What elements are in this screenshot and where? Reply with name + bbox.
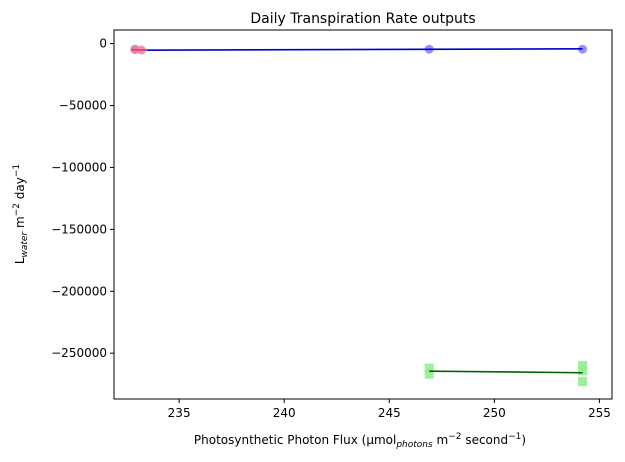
x-tick-label: 250 [483, 406, 506, 420]
y-tick-label: −150000 [51, 222, 107, 236]
chart-title: Daily Transpiration Rate outputs [250, 11, 475, 27]
y-tick-label: −50000 [59, 99, 107, 113]
x-axis-label: Photosynthetic Photon Flux (μmolphotons … [194, 432, 526, 450]
data-point [424, 369, 434, 379]
x-tick-label: 235 [168, 406, 191, 420]
x-tick-label: 245 [378, 406, 401, 420]
data-point [424, 363, 434, 373]
y-tick-label: −200000 [51, 284, 107, 298]
y-tick-label: −250000 [51, 346, 107, 360]
y-axis: 0 −50000 −100000 −150000 −200000 −250000 [51, 37, 114, 360]
data-point [578, 366, 588, 376]
y-axis-label: Lwater m−2 day−1 [12, 164, 30, 264]
plot-frame [113, 29, 613, 400]
x-tick-label: 255 [588, 406, 611, 420]
x-axis: 235 240 245 250 255 [168, 399, 611, 420]
data-point [578, 361, 588, 371]
series-1 [130, 45, 148, 55]
data-point [578, 377, 588, 387]
series-layer [130, 44, 588, 387]
fit-line [135, 48, 583, 51]
y-tick-label: 0 [99, 37, 107, 51]
x-tick-label: 240 [273, 406, 296, 420]
fit-line [429, 370, 583, 374]
series-0 [130, 44, 588, 54]
series-2 [424, 361, 588, 387]
y-tick-label: −100000 [51, 160, 107, 174]
